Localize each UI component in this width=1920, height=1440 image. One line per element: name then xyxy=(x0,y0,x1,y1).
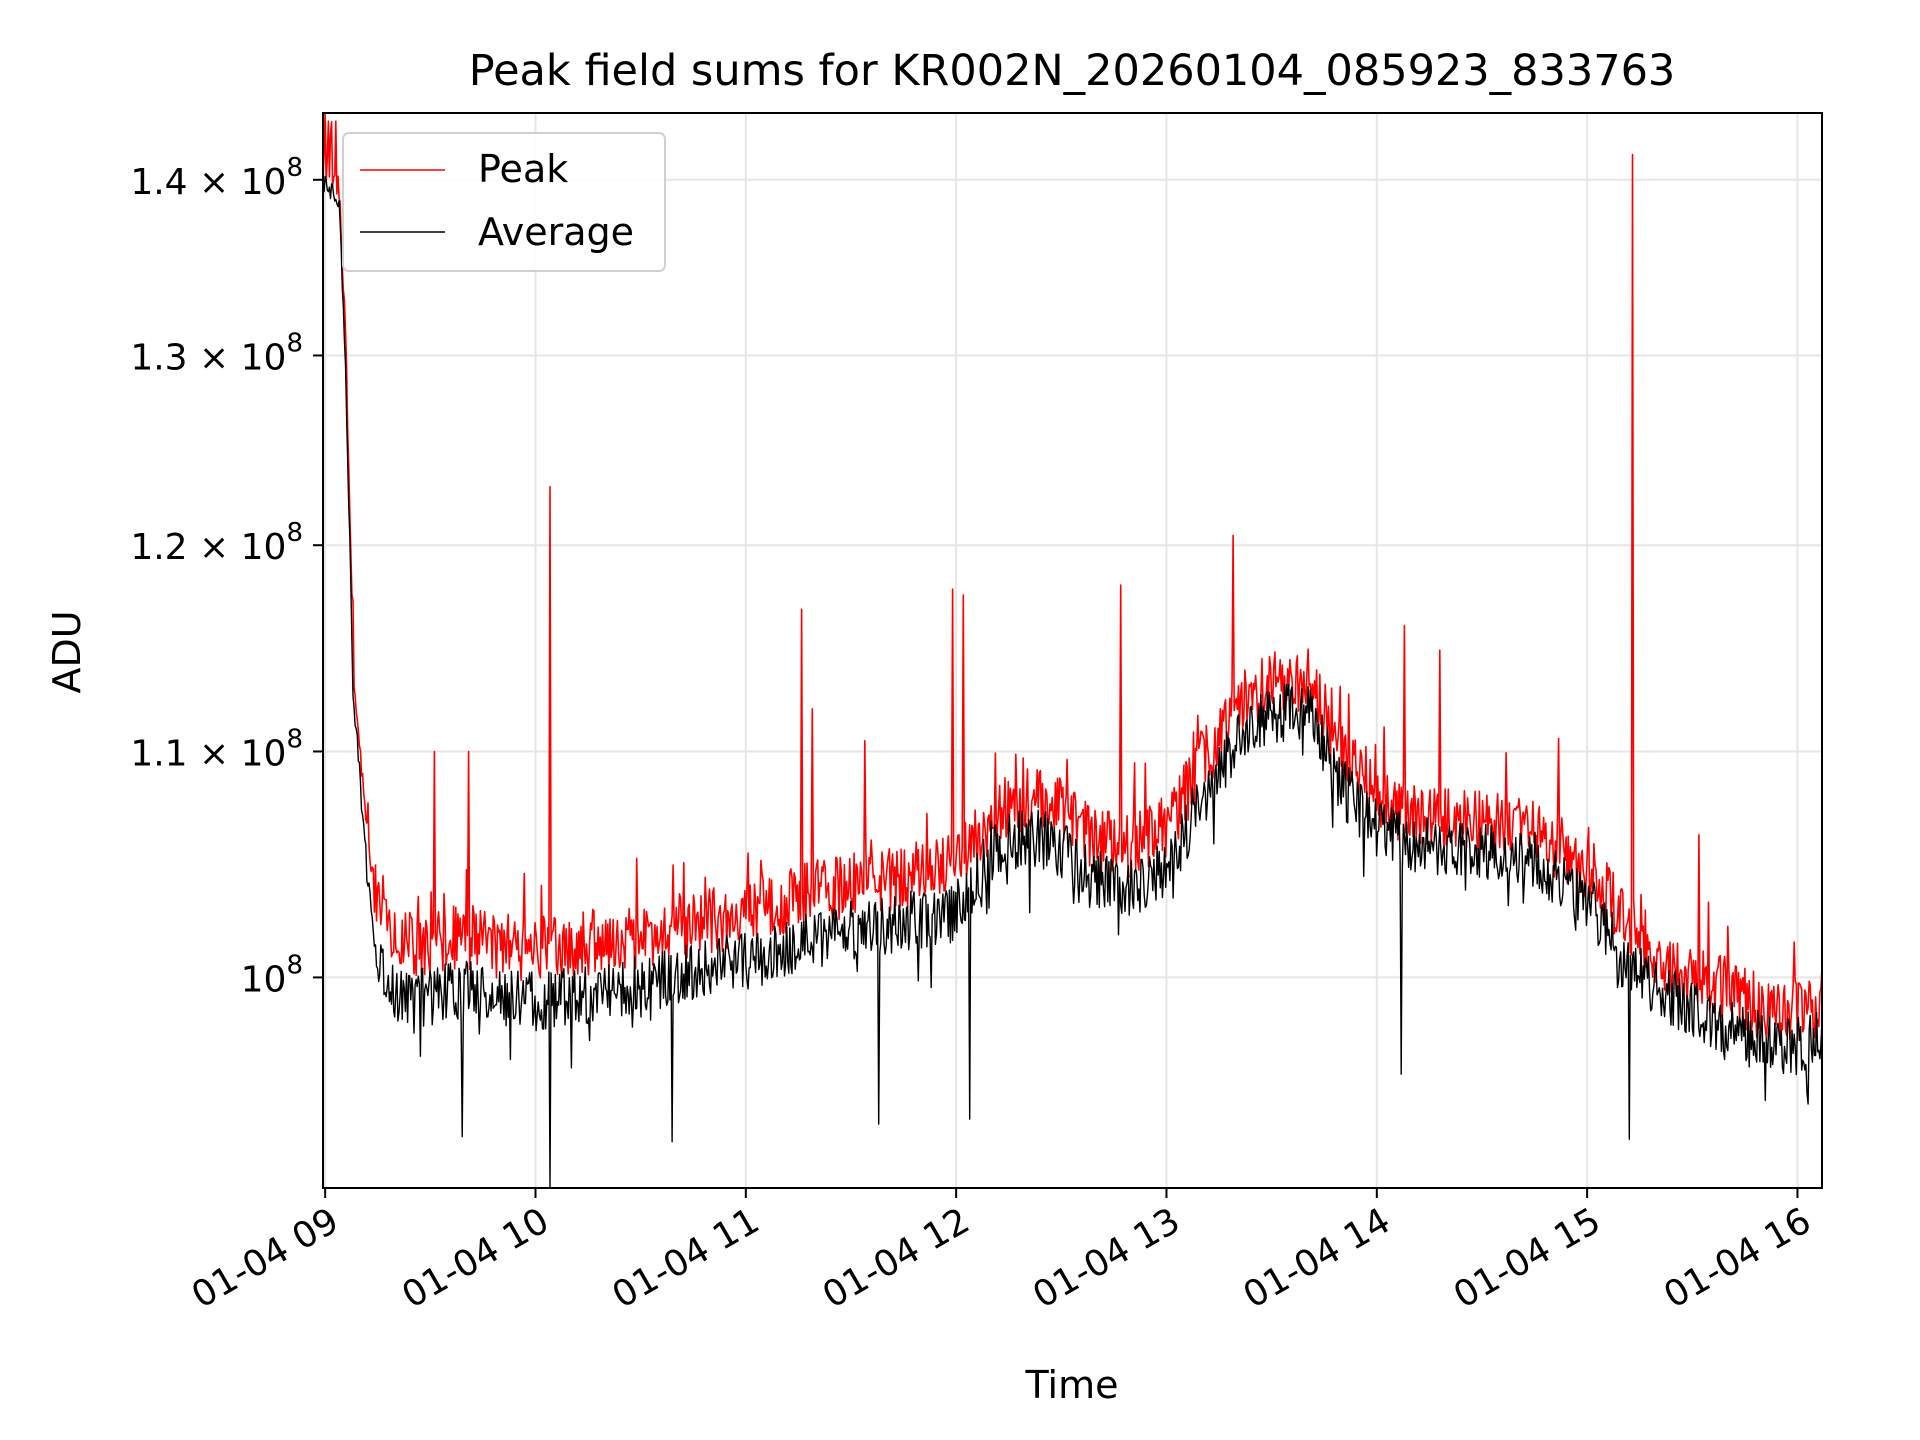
legend-average-label: Average xyxy=(478,210,634,254)
legend: Peak Average xyxy=(342,132,666,272)
grid-lines xyxy=(323,113,1822,1188)
legend-peak-label: Peak xyxy=(478,147,568,191)
y-tick-label: 1.3 × 108 xyxy=(130,328,303,378)
legend-box xyxy=(342,132,666,272)
y-tick-label: 1.1 × 108 xyxy=(130,724,303,774)
series-line-average xyxy=(322,175,1823,1189)
plot-area xyxy=(322,112,1823,1189)
x-axis-label: Time xyxy=(1025,1363,1119,1407)
y-tick-label: 108 xyxy=(241,950,303,1000)
series-line-peak xyxy=(322,112,1823,1043)
y-axis-label: ADU xyxy=(45,610,89,693)
y-tick-label: 1.4 × 108 xyxy=(130,153,303,203)
y-axis: 1.4 × 108 1.3 × 108 1.2 × 108 1.1 × 108 108 xyxy=(130,153,323,1000)
plot-frame xyxy=(322,112,1823,1189)
y-tick-label: 1.2 × 108 xyxy=(130,518,303,568)
chart-title: Peak field sums for KR002N_20260104_0859… xyxy=(469,46,1676,96)
